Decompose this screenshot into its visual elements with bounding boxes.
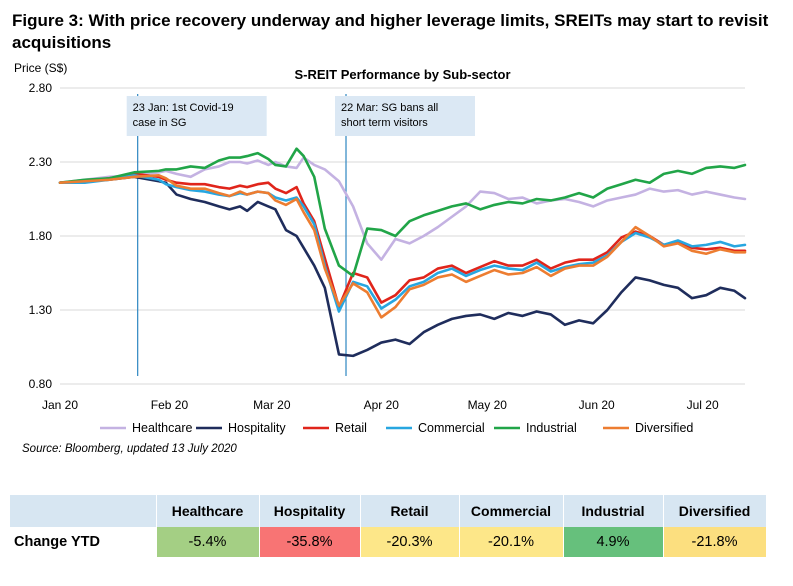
annotation-text: short term visitors (341, 117, 428, 129)
chart-title: S-REIT Performance by Sub-sector (295, 67, 511, 82)
legend-label-industrial: Industrial (526, 421, 577, 435)
ytd-value-healthcare: -5.4% (156, 527, 260, 557)
performance-line-chart: S-REIT Performance by Sub-sector Price (S… (14, 61, 747, 435)
x-tick-label: Jun 20 (579, 398, 615, 412)
ytd-header-healthcare: Healthcare (156, 495, 260, 527)
x-tick-label: Jan 20 (42, 398, 78, 412)
annotation-text: 22 Mar: SG bans all (341, 102, 438, 114)
y-tick-label: 1.80 (29, 229, 53, 243)
ytd-header-diversified: Diversified (663, 495, 767, 527)
ytd-header-industrial: Industrial (563, 495, 664, 527)
ytd-header-retail: Retail (360, 495, 460, 527)
series-line-diversified (58, 174, 747, 319)
y-tick-label: 2.30 (29, 155, 53, 169)
ytd-value-diversified: -21.8% (663, 527, 767, 557)
legend-label-retail: Retail (335, 421, 367, 435)
series-line-hospitality (58, 175, 747, 358)
ytd-header-blank (10, 495, 157, 527)
figure-title: Figure 3: With price recovery underway a… (12, 11, 769, 52)
ytd-value-retail: -20.3% (360, 527, 460, 557)
x-tick-label: May 20 (468, 398, 508, 412)
ytd-row-label: Change YTD (10, 527, 157, 557)
ytd-header-commercial: Commercial (459, 495, 564, 527)
ytd-header-hospitality: Hospitality (259, 495, 361, 527)
legend-label-healthcare: Healthcare (132, 421, 192, 435)
x-tick-label: Mar 20 (253, 398, 291, 412)
y-tick-label: 0.80 (29, 377, 53, 391)
annotation-text: 23 Jan: 1st Covid-19 (133, 102, 234, 114)
y-tick-label: 2.80 (29, 81, 53, 95)
x-tick-label: Feb 20 (151, 398, 189, 412)
ytd-value-hospitality: -35.8% (259, 527, 361, 557)
x-tick-label: Jul 20 (687, 398, 719, 412)
series-line-industrial (58, 147, 747, 278)
ytd-header-row: Healthcare Hospitality Retail Commercial… (10, 495, 767, 527)
y-tick-label: 1.30 (29, 303, 53, 317)
legend-label-diversified: Diversified (635, 421, 693, 435)
y-axis-label: Price (S$) (14, 61, 67, 75)
annotation-box (335, 96, 476, 136)
ytd-value-commercial: -20.1% (459, 527, 564, 557)
legend-label-commercial: Commercial (418, 421, 485, 435)
annotation-text: case in SG (133, 117, 187, 129)
ytd-value-industrial: 4.9% (563, 527, 664, 557)
source-note: Source: Bloomberg, updated 13 July 2020 (22, 443, 237, 455)
series-line-healthcare (58, 156, 747, 261)
ytd-values-row: Change YTD -5.4% -35.8% -20.3% -20.1% 4.… (10, 527, 767, 557)
ytd-change-table: Healthcare Hospitality Retail Commercial… (10, 495, 767, 557)
series-line-commercial (58, 174, 747, 313)
annotation-box (126, 96, 267, 136)
legend-label-hospitality: Hospitality (228, 421, 286, 435)
x-tick-label: Apr 20 (364, 398, 400, 412)
